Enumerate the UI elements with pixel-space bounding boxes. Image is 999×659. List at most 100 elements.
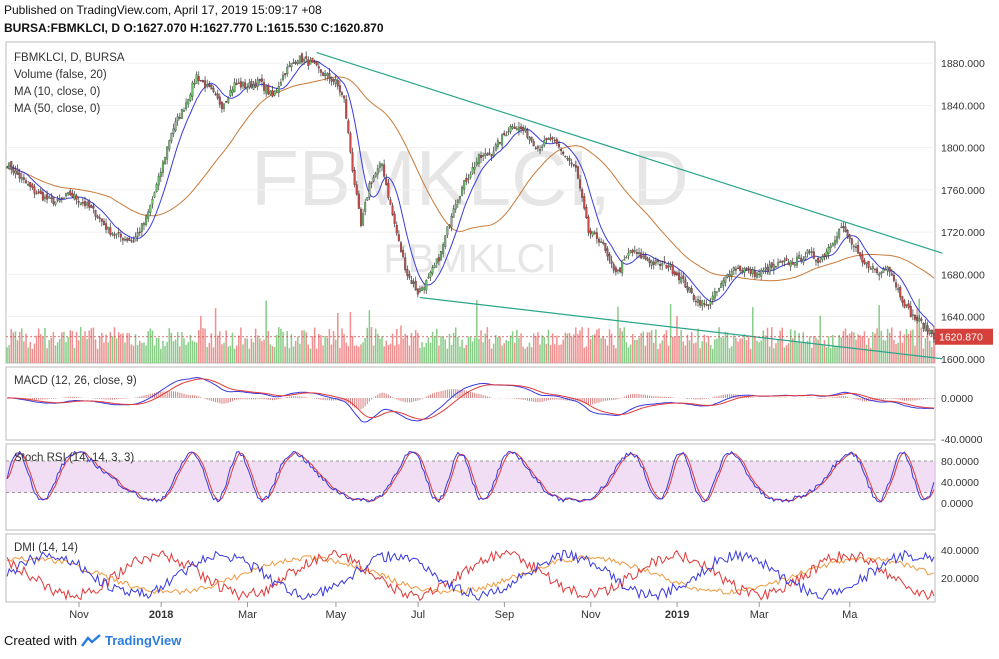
candle-body xyxy=(884,269,887,271)
price-tick-label: 1680.000 xyxy=(941,269,985,281)
volume-bar xyxy=(798,333,800,363)
candle-body xyxy=(892,275,895,281)
volume-bar xyxy=(695,342,697,363)
candle-body xyxy=(709,301,712,305)
candle-body xyxy=(804,256,807,260)
tradingview-brand-link[interactable]: TradingView xyxy=(104,633,182,648)
candle xyxy=(869,266,872,270)
candle xyxy=(444,235,447,250)
volume-bar xyxy=(318,333,320,363)
candle-body xyxy=(774,266,777,268)
candle xyxy=(336,78,339,90)
candle xyxy=(764,262,767,275)
candle xyxy=(667,261,670,272)
candle-body xyxy=(391,205,394,215)
candle-body xyxy=(715,291,718,293)
candle xyxy=(541,143,544,152)
candle-body xyxy=(201,80,204,83)
candle-body xyxy=(12,168,15,173)
candle xyxy=(604,242,607,254)
candle xyxy=(897,283,900,293)
volume-bar xyxy=(785,345,788,363)
volume-bar xyxy=(269,344,272,363)
candle xyxy=(56,195,59,203)
candle xyxy=(300,52,303,66)
candle xyxy=(414,276,417,291)
candle-body xyxy=(265,86,268,94)
candle xyxy=(425,279,428,294)
candle-body xyxy=(18,172,21,179)
candle-body xyxy=(867,260,870,268)
candle-body xyxy=(551,137,554,139)
volume-bar xyxy=(311,336,314,363)
candle-body xyxy=(488,152,491,155)
candle xyxy=(8,162,11,171)
candle-body xyxy=(555,139,558,144)
candle-body xyxy=(498,141,501,144)
candle-body xyxy=(490,154,493,157)
volume-bar xyxy=(174,339,177,363)
volume-bar xyxy=(897,342,899,363)
volume-bar xyxy=(398,344,400,363)
volume-bar xyxy=(743,334,746,363)
volume-bar xyxy=(10,329,13,363)
volume-bar xyxy=(324,335,326,363)
candle xyxy=(271,85,274,98)
volume-bar xyxy=(821,345,824,363)
volume-bar xyxy=(834,346,836,363)
candle-body xyxy=(317,66,320,69)
candle xyxy=(741,267,744,275)
candle xyxy=(393,211,396,228)
candle xyxy=(294,59,297,66)
volume-bar xyxy=(334,339,337,363)
candle xyxy=(292,58,295,65)
candle-body xyxy=(656,260,659,262)
candle xyxy=(663,256,666,265)
candle-body xyxy=(191,82,194,97)
candle xyxy=(831,242,834,247)
candle-body xyxy=(846,229,849,237)
volume-bar xyxy=(50,337,53,363)
volume-bar xyxy=(853,332,855,363)
volume-bar xyxy=(802,332,805,363)
volume-bar xyxy=(716,338,718,363)
candle-body xyxy=(528,137,531,140)
candle xyxy=(210,84,213,90)
volume-bar xyxy=(252,342,255,363)
candle-body xyxy=(901,296,904,303)
candle-body xyxy=(572,164,575,166)
candle-body xyxy=(732,267,735,271)
candle-body xyxy=(913,315,916,320)
tradingview-logo-icon[interactable] xyxy=(81,633,101,648)
candle-body xyxy=(50,197,53,199)
volume-bar xyxy=(117,332,120,363)
candle-body xyxy=(27,184,30,186)
candles xyxy=(6,51,935,343)
candle-body xyxy=(823,254,826,257)
candle xyxy=(225,100,228,103)
candle-body xyxy=(402,250,405,257)
candle-body xyxy=(619,267,622,272)
candle xyxy=(256,76,259,91)
candle xyxy=(661,260,664,271)
candle-body xyxy=(758,273,761,276)
volume-bar xyxy=(724,331,727,363)
candle xyxy=(469,171,472,180)
candle xyxy=(187,98,190,108)
candle xyxy=(515,125,518,131)
candle-body xyxy=(667,265,670,268)
candle-body xyxy=(303,58,306,62)
candle xyxy=(850,237,853,250)
candle xyxy=(178,112,181,120)
candle xyxy=(168,139,171,152)
candle xyxy=(62,197,65,200)
candle-body xyxy=(458,195,461,200)
candle xyxy=(762,267,765,274)
candle-body xyxy=(791,262,794,265)
volume-bar xyxy=(770,327,773,363)
volume-bar xyxy=(410,332,413,363)
volume-bar xyxy=(8,345,10,363)
candle xyxy=(260,74,263,87)
volume-bar xyxy=(503,343,505,363)
